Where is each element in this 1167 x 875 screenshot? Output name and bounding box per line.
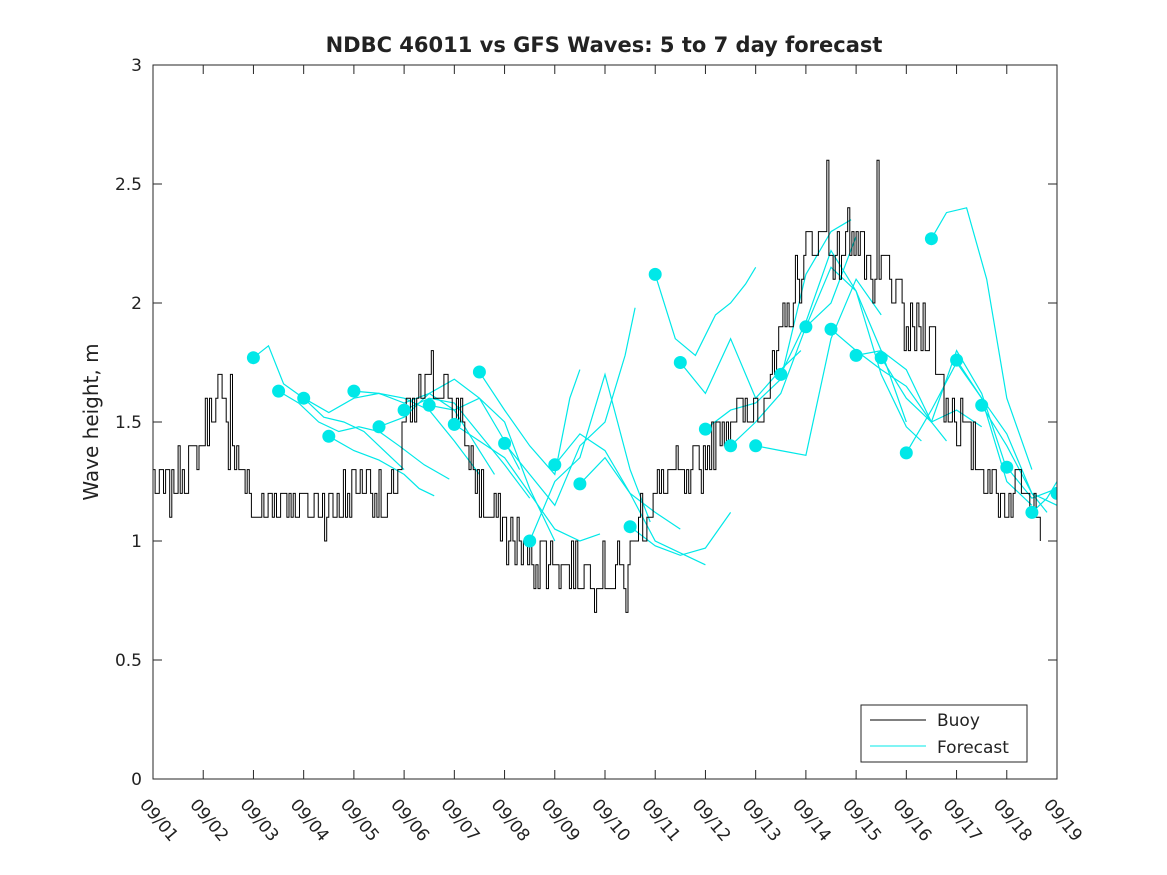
chart-title: NDBC 46011 vs GFS Waves: 5 to 7 day fore… bbox=[326, 33, 883, 57]
forecast-line-12 bbox=[554, 433, 681, 530]
forecast-marker bbox=[698, 422, 712, 436]
y-tick-label: 1.5 bbox=[115, 413, 142, 433]
x-tick-label: 09/03 bbox=[236, 795, 283, 845]
legend-label-buoy: Buoy bbox=[937, 711, 980, 731]
forecast-line-10 bbox=[504, 307, 636, 507]
forecast-marker bbox=[523, 534, 537, 548]
x-tick-label: 09/17 bbox=[939, 795, 986, 845]
forecast-marker bbox=[950, 353, 964, 367]
forecast-marker bbox=[648, 267, 662, 281]
forecast-line-18 bbox=[730, 236, 857, 447]
x-tick-label: 09/18 bbox=[989, 795, 1036, 845]
forecast-line-11 bbox=[529, 372, 651, 542]
forecast-marker bbox=[774, 367, 788, 381]
x-tick-label: 09/05 bbox=[336, 795, 383, 845]
x-tick-label: 09/15 bbox=[838, 795, 885, 845]
legend: Buoy Forecast bbox=[860, 704, 1028, 763]
forecast-marker bbox=[824, 322, 838, 336]
forecast-marker bbox=[749, 439, 763, 453]
legend-label-forecast: Forecast bbox=[937, 738, 1009, 758]
x-tick-label: 09/11 bbox=[637, 795, 684, 845]
forecast-marker bbox=[297, 391, 311, 405]
forecast-marker bbox=[322, 429, 336, 443]
forecast-marker bbox=[1050, 486, 1057, 500]
x-tick-label: 09/14 bbox=[788, 795, 835, 845]
x-tick-label: 09/08 bbox=[487, 795, 534, 845]
forecast-marker bbox=[573, 477, 587, 491]
forecast-line-8 bbox=[453, 423, 601, 542]
x-tick-label: 09/09 bbox=[537, 795, 584, 845]
forecast-line-9 bbox=[478, 369, 581, 476]
forecast-marker bbox=[874, 351, 888, 365]
x-tick-label: 09/04 bbox=[286, 795, 333, 845]
y-tick-label: 2 bbox=[131, 294, 142, 314]
forecast-marker bbox=[246, 351, 260, 365]
forecast-marker bbox=[1025, 505, 1039, 519]
y-tick-label: 2.5 bbox=[115, 175, 142, 195]
forecast-marker bbox=[472, 365, 486, 379]
forecast-line-1 bbox=[278, 390, 450, 480]
forecast-marker bbox=[799, 320, 813, 334]
forecast-line-26 bbox=[930, 207, 1033, 470]
forecast-marker bbox=[372, 420, 386, 434]
x-tick-label: 09/07 bbox=[437, 795, 484, 845]
forecast-line-5 bbox=[378, 392, 496, 475]
forecast-marker bbox=[1076, 446, 1089, 459]
y-tick-label: 3 bbox=[131, 56, 142, 76]
forecast-marker bbox=[849, 348, 863, 362]
x-tick-label: 09/19 bbox=[1039, 795, 1086, 845]
y-axis-label: Wave height, m bbox=[79, 343, 103, 500]
forecast-line-2 bbox=[303, 392, 480, 475]
forecast-marker bbox=[924, 232, 938, 246]
x-tick-label: 09/12 bbox=[688, 795, 735, 845]
forecast-marker bbox=[975, 398, 989, 412]
x-tick-label: 09/02 bbox=[185, 795, 232, 845]
plot-frame bbox=[152, 64, 1058, 780]
forecast-line-32 bbox=[1082, 355, 1107, 453]
y-tick-label: 0.5 bbox=[115, 651, 142, 671]
forecast-marker bbox=[272, 384, 286, 398]
buoy-line bbox=[153, 159, 1041, 613]
x-tick-label: 09/10 bbox=[587, 795, 634, 845]
forecast-line-30 bbox=[1031, 481, 1057, 513]
forecast-line-15 bbox=[654, 266, 757, 357]
forecast-line-31 bbox=[1056, 492, 1057, 494]
forecast-line-6 bbox=[403, 397, 531, 499]
forecast-marker bbox=[498, 436, 512, 450]
forecast-marker bbox=[347, 384, 361, 398]
forecast-marker bbox=[422, 398, 436, 412]
x-tick-label: 09/13 bbox=[738, 795, 785, 845]
y-tick-label: 0 bbox=[131, 770, 142, 790]
forecast-line-21 bbox=[805, 266, 922, 442]
forecast-marker bbox=[397, 403, 411, 417]
y-tick-label: 1 bbox=[131, 532, 142, 552]
forecast-marker bbox=[724, 439, 738, 453]
forecast-marker bbox=[548, 458, 562, 472]
forecast-marker bbox=[899, 446, 913, 460]
forecast-marker bbox=[623, 520, 637, 534]
series-layer bbox=[153, 159, 1107, 613]
forecast-line-25 bbox=[905, 361, 1033, 506]
forecast-line-4 bbox=[353, 378, 521, 470]
forecast-line-19 bbox=[755, 277, 882, 456]
x-tick-label: 09/06 bbox=[386, 795, 433, 845]
forecast-marker bbox=[447, 417, 461, 431]
forecast-marker bbox=[1000, 460, 1014, 474]
x-tick-label: 09/01 bbox=[135, 795, 182, 845]
forecast-line-27 bbox=[956, 359, 1048, 513]
forecast-line-3 bbox=[328, 435, 435, 497]
forecast-line-7 bbox=[429, 397, 556, 542]
legend-box bbox=[860, 704, 1028, 763]
forecast-marker bbox=[673, 356, 687, 369]
x-tick-label: 09/16 bbox=[889, 795, 936, 845]
forecast-line-0 bbox=[253, 344, 405, 471]
